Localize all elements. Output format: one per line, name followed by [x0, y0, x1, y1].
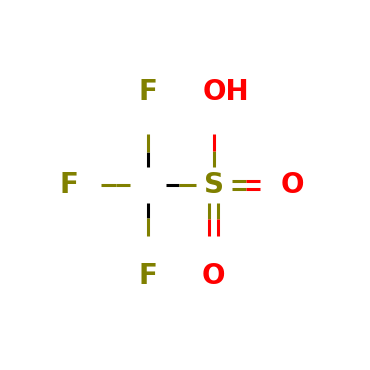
Text: OH: OH	[202, 78, 249, 107]
Text: S: S	[204, 171, 224, 199]
Text: O: O	[280, 171, 304, 199]
Text: O: O	[202, 262, 226, 290]
Text: F: F	[59, 171, 78, 199]
Text: F: F	[138, 78, 158, 107]
Text: F: F	[138, 262, 158, 290]
